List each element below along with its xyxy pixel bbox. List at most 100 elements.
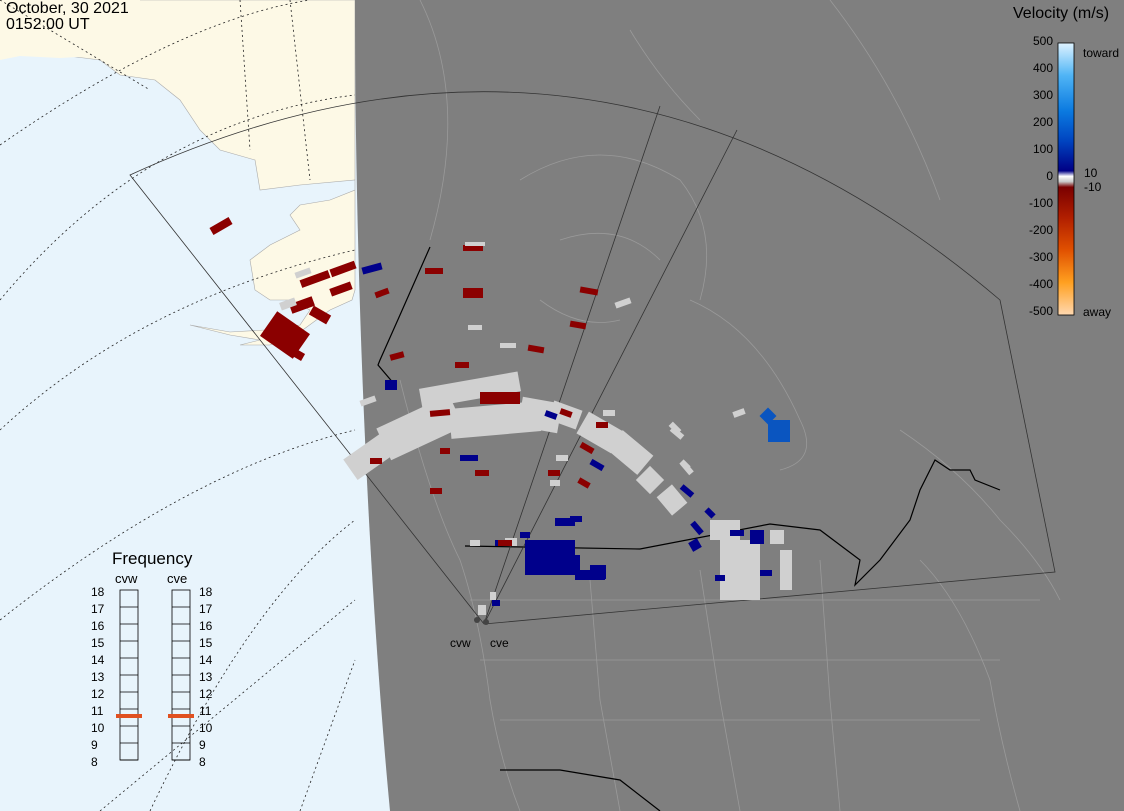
colorbar-tick: -200 [1028,223,1053,237]
scatter-cell [209,217,233,235]
scatter-cell [498,540,512,546]
scatter-cell [668,421,682,435]
scatter-cell [760,570,772,576]
scatter-cell [768,420,790,442]
scatter-cell [730,530,744,536]
colorbar-tick: 400 [1032,61,1053,75]
scatter-cell [750,530,764,544]
frequency-tick-cve: 13 [199,670,213,684]
frequency-tick-cve: 15 [199,636,213,650]
scatter-cell [732,408,746,418]
scatter-cell [517,396,563,434]
borders [377,246,1001,811]
frequency-tick-cve: 8 [199,755,206,769]
site-label-cvw: cvw [450,636,471,650]
scatter-cell [614,297,632,309]
radar-site-cvw [474,617,480,623]
scatter-cell [425,268,443,274]
frequency-tick-cvw: 10 [91,721,105,735]
scatter-cell [720,540,760,600]
colorbar-tick: 500 [1032,34,1053,48]
scatter-cell [492,600,500,606]
scatter-cell [475,470,489,476]
scatter-cell [429,409,451,417]
scatter-cell [430,488,442,494]
scatter-cell [308,305,332,325]
scatter-cell [389,351,405,361]
scatter-cell [577,477,591,489]
scatter-cell [279,297,297,311]
colorbar-title: Velocity (m/s) [1013,5,1110,22]
frequency-tick-cvw: 8 [91,755,98,769]
scatter-cell [688,538,702,552]
colorbar-tick: -400 [1028,277,1053,291]
scatter-cell [590,565,606,579]
colorbar-tick: -500 [1028,304,1053,318]
scatter-cell [470,540,480,546]
scatter-cell [596,422,608,428]
scatter-cell [385,380,397,390]
scatter-cell [480,392,520,404]
scatter-cell [570,516,582,522]
frequency-tick-cve: 17 [199,602,213,616]
scatter-cell [579,441,595,455]
scatter-cell [468,325,482,330]
frequency-radar-label-cve: cve [167,571,188,586]
site-label-cve: cve [490,636,509,650]
scatter-cell [690,520,704,536]
scatter-cell [490,592,496,600]
scatter-cell [606,430,654,475]
alaska-land [0,0,356,346]
time-label: 0152:00 UT [6,16,90,33]
scatter-cell [603,410,615,416]
velocity-cells [209,217,792,615]
colorbar-tick: -300 [1028,250,1053,264]
graticule [0,0,356,811]
scatter-cell [299,270,331,288]
frequency-tick-cvw: 17 [91,602,105,616]
scatter-cell [478,605,486,615]
frequency-tick-cvw: 12 [91,687,105,701]
scatter-cell [559,408,573,418]
frequency-tick-cve: 11 [199,704,212,718]
scatter-cell [704,507,716,519]
scatter-cell [555,518,575,526]
scatter-cell [288,347,306,361]
scatter-cell [374,287,390,299]
scatter-cell [370,458,382,464]
scatter-cell [455,362,469,368]
scatter-cell [329,281,353,297]
colorbar-tick: 100 [1032,142,1053,156]
frequency-tick-cvw: 14 [91,653,105,667]
scatter-cell [289,296,315,314]
frequency-tick-cve: 9 [199,738,206,752]
scatter-cell [465,242,485,246]
scatter-cell [679,459,691,471]
scatter-cell [589,458,605,472]
frequency-tick-cvw: 13 [91,670,105,684]
frequency-tick-cve: 16 [199,619,213,633]
scatter-cell [770,530,784,544]
frequency-tick-cvw: 18 [91,585,105,599]
frequency-scales [119,589,191,761]
velocity-colorbar [1057,42,1075,316]
frequency-tick-cve: 12 [199,687,213,701]
scatter-cell [520,532,530,538]
colorbar-inner-tick: 10 [1084,166,1098,180]
scatter-cell [780,550,792,590]
frequency-tick-cve: 14 [199,653,213,667]
colorbar-inner-tick: -10 [1084,180,1102,194]
scatter-cell [329,260,357,278]
frequency-tick-cvw: 11 [91,704,104,718]
frequency-tick-cve: 10 [199,721,213,735]
scatter-cell [463,245,483,251]
date-label: October, 30 2021 [6,0,129,17]
scatter-cell [579,286,599,296]
scatter-cell [548,470,560,476]
frequency-marker-cve [168,714,194,718]
toward-label: toward [1083,46,1120,60]
frequency-title: Frequency [112,549,193,568]
frequency-tick-cvw: 16 [91,619,105,633]
scatter-cell [294,267,312,279]
